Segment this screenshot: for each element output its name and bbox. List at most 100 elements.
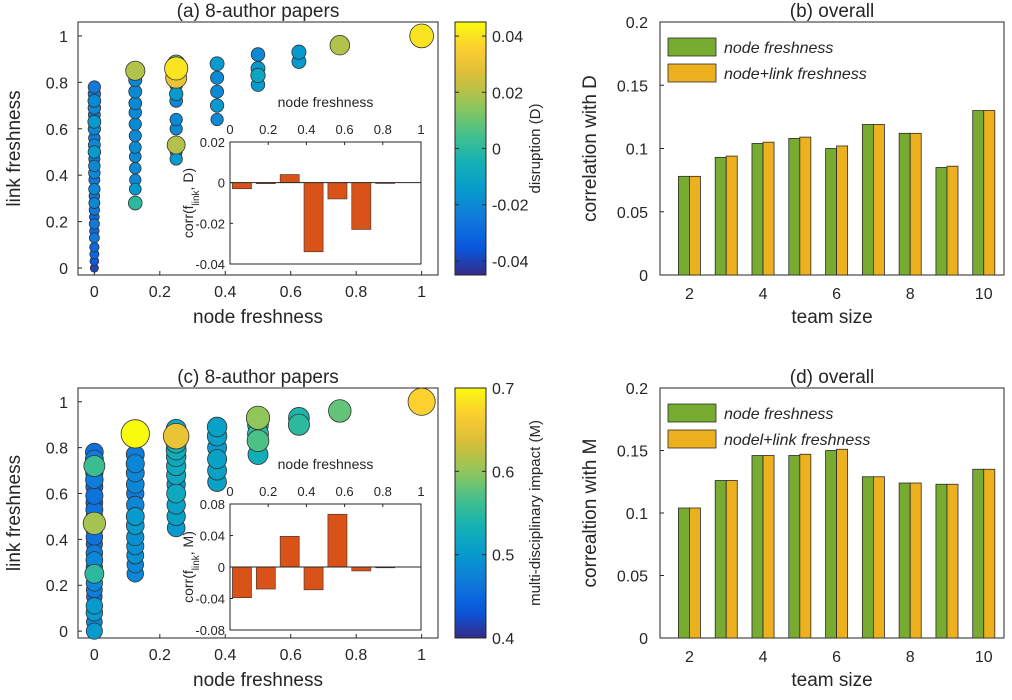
inset-x-tick-label: 0 [226,484,233,499]
scatter-point [128,129,142,143]
inset-y-label: corr(flink, D) [180,168,202,238]
x-tick-label: 6 [832,286,841,303]
x-tick-label: 0.4 [214,647,236,664]
scatter-point [287,413,310,436]
x-tick-label: 10 [975,286,993,303]
x-tick-label: 0.6 [280,647,302,664]
y-axis-label: correaltion with M [580,439,601,588]
chart-title: (a) 8-author papers [177,1,340,22]
scatter-point [128,96,143,111]
scatter-point [129,162,142,175]
bar-node-link [836,145,849,276]
bar-node [788,137,801,276]
colorbar-label: disruption (D) [527,103,544,193]
x-tick-label: 0.6 [280,284,302,301]
bar-node [935,167,948,276]
scatter-point [409,23,434,49]
inset-bar [351,182,372,230]
y-tick-label: 0.4 [46,532,68,549]
bar-node [751,143,764,276]
inset-y-tick-label: 0 [218,560,225,575]
x-tick-label: 0.8 [345,284,367,301]
y-tick-label: 0.2 [46,578,68,595]
inset-y-tick-label: -0.02 [195,216,225,231]
colorbar-label: multi-disciplinary impact (M) [527,420,544,606]
colorbar-tick-label: 0.4 [492,631,514,648]
scatter-point [210,112,224,127]
inset-bar [327,182,348,200]
bar-node-link [799,136,812,276]
scatter-point [85,597,104,615]
scatter-point [250,47,266,62]
inset-plot-area [229,141,422,265]
scatter-point [128,117,142,131]
inset-x-tick-label: 0.2 [259,484,277,499]
scatter-point [246,429,270,453]
y-tick-label: 1 [59,395,68,412]
y-tick-label: 0 [59,261,68,278]
x-tick-label: 1 [417,284,426,301]
bar-node-link [725,155,738,276]
bar-node [825,450,837,639]
inset-bar [255,566,276,590]
x-tick-label: 0.8 [345,647,367,664]
y-tick-label: 0.8 [46,75,68,92]
scatter-point [207,449,228,470]
bar-node [861,476,874,639]
inset-x-tick-label: 0.4 [297,122,315,137]
x-axis-label: team size [791,307,872,328]
y-tick-label: 0.6 [46,487,68,504]
bar-node-link [689,507,701,639]
inset-bar [327,513,348,568]
inset-y-tick-label: -0.04 [195,257,225,272]
y-tick-label: 0.05 [617,205,648,222]
scatter-panel-c: (c) 8-author papers node freshness link fr… [4,367,544,691]
bar-node-link [946,165,959,276]
y-tick-label: 0 [59,624,68,641]
inset-y-tick-label: -0.08 [195,623,225,638]
x-tick-label: 8 [906,649,915,666]
scatter-point [88,232,100,244]
scatter-point [291,44,307,60]
scatter-point [85,622,103,640]
chart-title: (c) 8-author papers [177,367,339,388]
scatter-point [166,135,186,155]
inset-y-tick-label: 0.02 [200,135,225,150]
inset-bar [303,182,324,253]
inset-bar [279,174,300,183]
scatter-point [210,70,225,85]
scatter-point [245,405,271,430]
inset-bar [232,182,252,190]
y-tick-label: 0.4 [46,168,68,185]
bar-node-link [983,468,996,639]
inset-x-tick-label: 0.2 [259,122,277,137]
scatter-point [125,60,146,81]
x-tick-label: 0.2 [149,647,171,664]
scatter-point [209,56,225,72]
inset-bar [232,566,252,599]
x-tick-label: 0.2 [149,284,171,301]
scatter-point [128,140,142,154]
scatter-point [250,67,266,83]
scatter-point [162,422,190,450]
scatter-point [329,35,351,56]
inset-y-tick-label: -0.04 [195,592,225,607]
bar-node-link [909,482,922,639]
x-tick-label: 4 [759,649,768,666]
x-tick-label: 2 [685,649,694,666]
bar-node [972,110,985,276]
inset-x-tick-label: 1 [417,122,424,137]
x-tick-label: 0 [90,284,99,301]
inset-x-label: node freshness [278,456,374,472]
scatter-point [87,145,102,159]
colorbar [454,21,487,276]
y-tick-label: 0.15 [617,444,648,461]
colorbar-tick-label: 0.5 [492,548,514,565]
scatter-point [125,507,145,526]
scatter-point [82,511,106,535]
scatter-point [169,86,184,102]
bar-node-link [762,455,775,639]
bar-node-link [946,483,959,639]
